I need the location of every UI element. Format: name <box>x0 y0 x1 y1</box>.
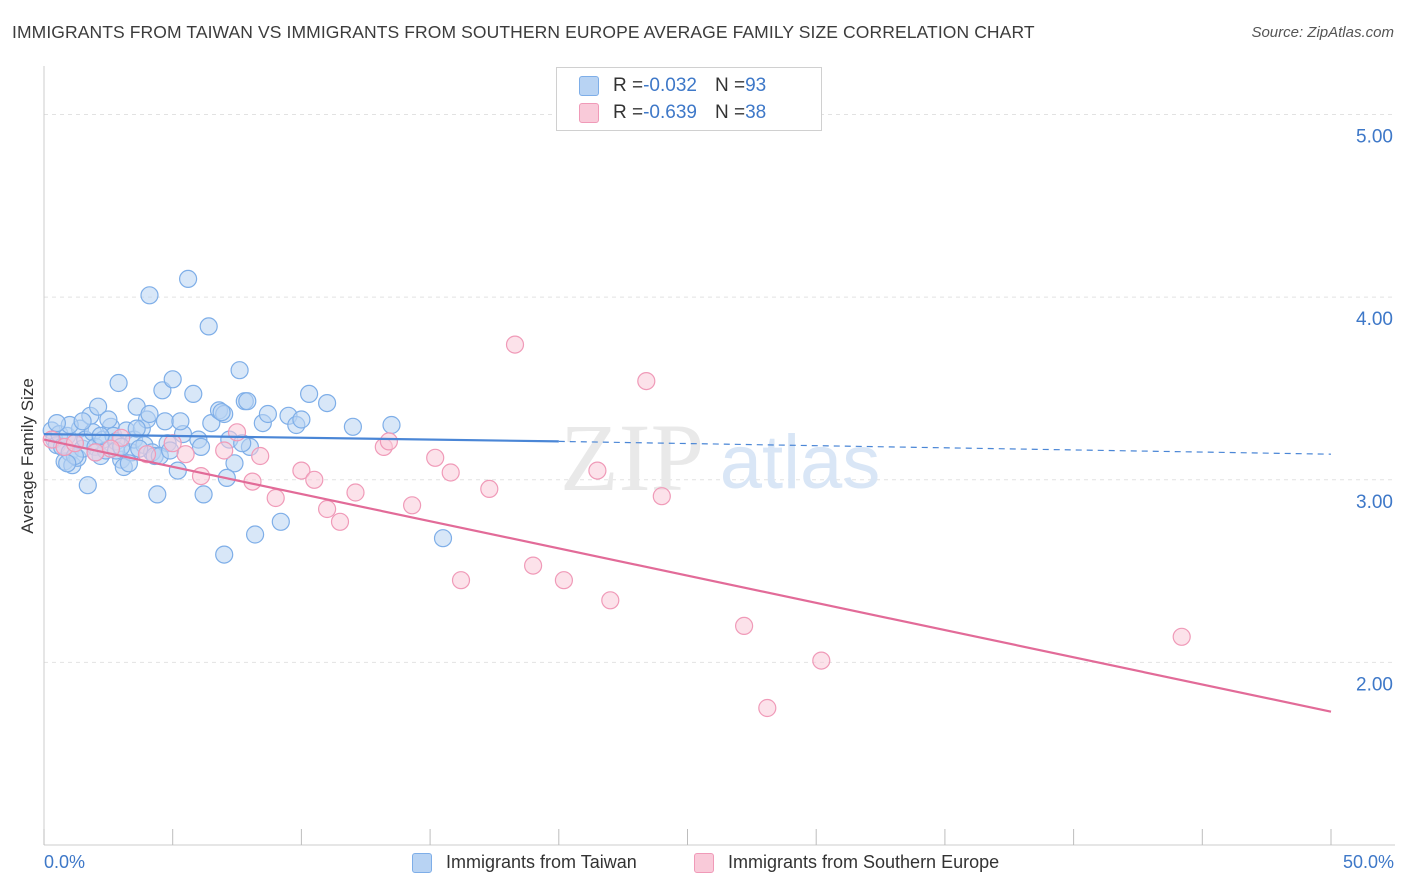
data-point <box>343 417 362 436</box>
data-point <box>99 410 118 429</box>
data-point <box>292 461 311 480</box>
stats-legend: R = -0.032 N = 93 R = -0.639 N = 38 <box>556 67 822 131</box>
trend-line-extension <box>558 440 1332 455</box>
data-point <box>73 412 92 431</box>
stats-legend-row-southern-europe: R = -0.639 N = 38 <box>579 101 766 125</box>
data-point <box>637 372 656 391</box>
data-point <box>382 415 401 435</box>
data-point <box>238 392 257 411</box>
data-point <box>191 467 211 486</box>
legend-item-southern-europe: Immigrants from Southern Europe <box>694 852 999 873</box>
watermark-zip: ZIP <box>560 404 704 511</box>
data-point <box>451 571 471 590</box>
data-point <box>148 485 167 504</box>
data-point <box>215 545 234 564</box>
r-value: -0.639 <box>643 102 697 123</box>
y-tick-label: 5.00 <box>1356 127 1393 148</box>
trend-line <box>43 433 559 443</box>
data-point <box>433 529 453 548</box>
data-point <box>601 591 620 610</box>
y-tick-label: 4.00 <box>1356 309 1393 330</box>
data-point <box>140 286 159 305</box>
data-point <box>171 412 190 431</box>
r-value: -0.032 <box>643 75 697 96</box>
taiwan-swatch-icon <box>579 76 599 96</box>
data-point <box>58 454 77 473</box>
data-point <box>346 483 365 502</box>
data-point <box>305 470 324 489</box>
data-point <box>652 487 671 506</box>
r-label: R = <box>613 102 644 123</box>
data-point <box>300 384 319 403</box>
data-point <box>588 461 607 480</box>
data-point <box>246 525 265 544</box>
data-point <box>140 404 159 424</box>
data-point <box>88 397 108 416</box>
data-point <box>78 476 97 495</box>
data-point <box>176 445 195 464</box>
r-label: R = <box>613 75 644 96</box>
data-point <box>318 394 337 413</box>
data-point <box>163 370 182 389</box>
data-point <box>168 461 187 480</box>
legend-label: Immigrants from Southern Europe <box>728 852 1000 872</box>
data-point <box>403 496 422 515</box>
y-axis-label: Average Family Size <box>18 378 37 534</box>
n-value: 38 <box>745 102 767 123</box>
data-point <box>330 512 350 531</box>
data-point <box>184 384 203 403</box>
n-label: N = <box>714 75 746 96</box>
watermark-atlas: atlas <box>720 420 881 505</box>
data-point <box>212 403 231 422</box>
data-point <box>137 445 157 464</box>
data-point <box>554 571 574 590</box>
data-point <box>1172 627 1191 646</box>
x-tick-label-max: 50.0% <box>1342 852 1394 872</box>
data-point <box>191 437 211 456</box>
data-point <box>505 335 525 354</box>
data-point <box>65 434 85 453</box>
data-point <box>734 616 754 636</box>
stats-legend-row-taiwan: R = -0.032 N = 93 <box>579 74 766 98</box>
data-point <box>225 454 244 473</box>
data-point <box>266 488 285 508</box>
data-point <box>271 512 290 531</box>
southern-europe-legend-swatch-icon <box>694 852 714 873</box>
y-tick-label: 2.00 <box>1356 674 1393 695</box>
data-point <box>227 423 247 442</box>
data-point <box>292 410 311 429</box>
data-point <box>426 448 445 467</box>
data-point <box>109 373 128 393</box>
data-point <box>163 434 182 453</box>
n-value: 93 <box>745 75 767 96</box>
data-point <box>199 317 218 336</box>
data-point <box>127 419 146 438</box>
data-point <box>523 556 543 575</box>
data-point <box>179 269 198 288</box>
data-point <box>758 698 777 718</box>
data-point <box>480 479 499 498</box>
data-point <box>258 404 277 424</box>
y-tick-label: 3.00 <box>1356 492 1393 513</box>
southern-europe-swatch-icon <box>579 103 599 123</box>
data-point <box>215 441 234 460</box>
data-point <box>194 485 213 504</box>
data-point <box>47 414 67 433</box>
taiwan-legend-swatch-icon <box>412 852 432 873</box>
data-point <box>155 412 175 431</box>
data-point <box>379 432 398 451</box>
x-tick-label-min: 0.0% <box>44 852 86 872</box>
legend-item-taiwan: Immigrants from Taiwan <box>412 852 637 873</box>
data-point <box>251 446 270 466</box>
source-label: Source: ZipAtlas.com <box>1251 24 1394 41</box>
n-label: N = <box>714 102 746 123</box>
trend-line <box>43 438 1332 713</box>
chart-title: IMMIGRANTS FROM TAIWAN VS IMMIGRANTS FRO… <box>12 22 1035 42</box>
legend-label: Immigrants from Taiwan <box>446 852 637 872</box>
data-point <box>441 463 460 482</box>
data-point <box>230 361 249 380</box>
data-point <box>812 651 831 670</box>
data-point <box>318 499 337 519</box>
